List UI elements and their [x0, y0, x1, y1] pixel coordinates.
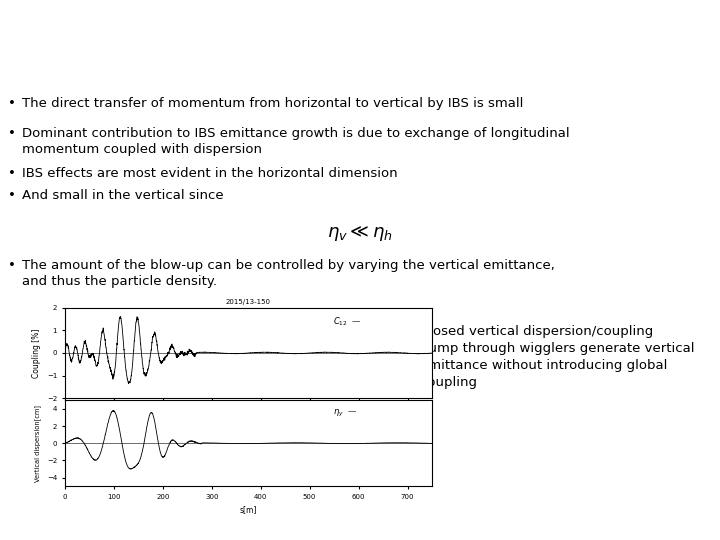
X-axis label: s[m]: s[m]: [240, 505, 257, 514]
Text: 2015/13-150: 2015/13-150: [226, 299, 271, 305]
Text: The direct transfer of momentum from horizontal to vertical by IBS is small: The direct transfer of momentum from hor…: [22, 97, 523, 110]
Text: Accelerator-based Sciences and: Accelerator-based Sciences and: [97, 32, 208, 38]
Text: Intra-Beam Scattering: Intra-Beam Scattering: [398, 23, 713, 47]
Text: Cornell Laboratory for: Cornell Laboratory for: [97, 19, 174, 25]
Text: •: •: [8, 127, 16, 140]
Text: The amount of the blow-up can be controlled by varying the vertical emittance,
a: The amount of the blow-up can be control…: [22, 259, 555, 288]
Text: •: •: [8, 189, 16, 202]
Text: Education (CLASSE): Education (CLASSE): [97, 44, 166, 51]
Text: IBS effects are most evident in the horizontal dimension: IBS effects are most evident in the hori…: [22, 167, 397, 180]
Text: $\eta_v \ll \eta_h$: $\eta_v \ll \eta_h$: [327, 224, 393, 243]
Text: $C_{12}$  —: $C_{12}$ —: [333, 315, 361, 328]
Text: And small in the vertical since: And small in the vertical since: [22, 189, 224, 202]
Text: •: •: [8, 167, 16, 180]
Text: •: •: [8, 97, 16, 110]
Text: January 4, 2016: January 4, 2016: [14, 518, 108, 532]
Y-axis label: Coupling [%]: Coupling [%]: [32, 328, 41, 377]
Text: Closed vertical dispersion/coupling
bump through wigglers generate vertical
emit: Closed vertical dispersion/coupling bump…: [420, 326, 695, 389]
Text: 23: 23: [690, 518, 706, 532]
Text: •: •: [8, 259, 16, 273]
Text: Dominant contribution to IBS emittance growth is due to exchange of longitudinal: Dominant contribution to IBS emittance g…: [22, 127, 570, 157]
Text: University of Chicago: University of Chicago: [297, 518, 423, 532]
Y-axis label: Vertical dispersion[cm]: Vertical dispersion[cm]: [35, 404, 41, 482]
Text: $\eta_y$  —: $\eta_y$ —: [333, 408, 357, 418]
Text: B: B: [35, 30, 44, 40]
